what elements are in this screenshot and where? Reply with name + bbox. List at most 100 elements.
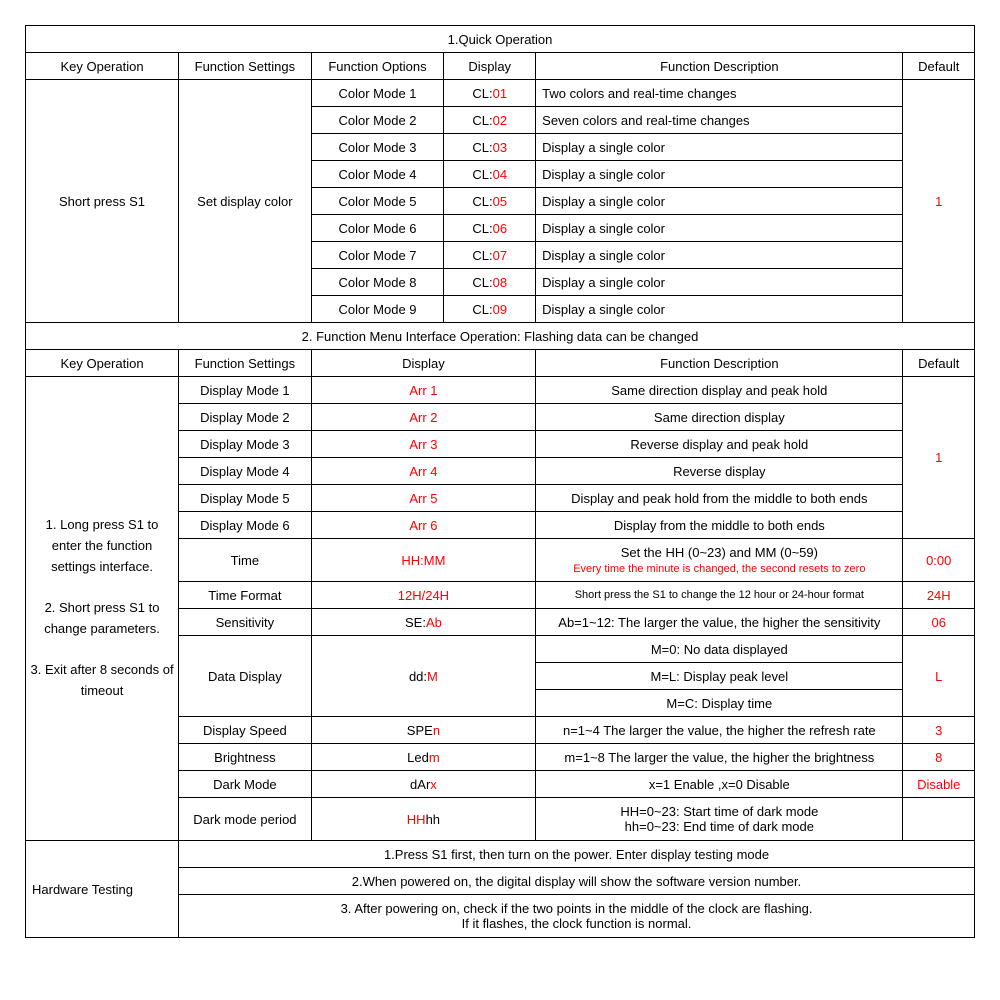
option-cell: Color Mode 8 [311, 269, 444, 296]
display-cell: CL:07 [444, 242, 536, 269]
desc-cell: Display a single color [536, 242, 903, 269]
key-op-cell: Short press S1 [26, 80, 179, 323]
table-row: Hardware Testing 1.Press S1 first, then … [26, 841, 975, 868]
default-cell: L [903, 636, 975, 717]
setting-cell: Display Mode 5 [179, 485, 312, 512]
header-function-settings: Function Settings [179, 53, 312, 80]
desc-cell: Same direction display and peak hold [536, 377, 903, 404]
header-display: Display [444, 53, 536, 80]
desc-cell: M=C: Display time [536, 690, 903, 717]
desc-cell: Display a single color [536, 134, 903, 161]
desc-cell: M=0: No data displayed [536, 636, 903, 663]
hw-line: 3. After powering on, check if the two p… [179, 895, 975, 938]
header-function-settings: Function Settings [179, 350, 312, 377]
header-function-options: Function Options [311, 53, 444, 80]
header-function-description: Function Description [536, 53, 903, 80]
default-cell: 06 [903, 609, 975, 636]
setting-cell: Sensitivity [179, 609, 312, 636]
option-cell: Color Mode 9 [311, 296, 444, 323]
section1-header-row: Key Operation Function Settings Function… [26, 53, 975, 80]
header-default: Default [903, 53, 975, 80]
display-cell: CL:03 [444, 134, 536, 161]
desc-cell: Display a single color [536, 188, 903, 215]
display-cell: SE:Ab [311, 609, 535, 636]
option-cell: Color Mode 3 [311, 134, 444, 161]
desc-cell: Reverse display and peak hold [536, 431, 903, 458]
display-cell: Arr 2 [311, 404, 535, 431]
header-function-description: Function Description [536, 350, 903, 377]
default-cell: Disable [903, 771, 975, 798]
desc-cell: Reverse display [536, 458, 903, 485]
header-key-operation: Key Operation [26, 350, 179, 377]
section2-title: 2. Function Menu Interface Operation: Fl… [26, 323, 975, 350]
display-cell: Arr 3 [311, 431, 535, 458]
display-cell: 12H/24H [311, 582, 535, 609]
desc-cell: M=L: Display peak level [536, 663, 903, 690]
desc-cell: Display a single color [536, 296, 903, 323]
desc-cell: Short press the S1 to change the 12 hour… [536, 582, 903, 609]
option-cell: Color Mode 7 [311, 242, 444, 269]
setting-cell: Display Mode 6 [179, 512, 312, 539]
desc-cell: Display and peak hold from the middle to… [536, 485, 903, 512]
setting-cell: Dark Mode [179, 771, 312, 798]
setting-cell: Time Format [179, 582, 312, 609]
hw-line: 2.When powered on, the digital display w… [179, 868, 975, 895]
display-cell: CL:04 [444, 161, 536, 188]
desc-cell: HH=0~23: Start time of dark mode hh=0~23… [536, 798, 903, 841]
display-cell: Arr 5 [311, 485, 535, 512]
setting-cell: Display Speed [179, 717, 312, 744]
display-cell: SPEn [311, 717, 535, 744]
section1-title: 1.Quick Operation [26, 26, 975, 53]
setting-cell: Display Mode 1 [179, 377, 312, 404]
desc-cell: Two colors and real-time changes [536, 80, 903, 107]
default-cell: 24H [903, 582, 975, 609]
display-cell: Ledm [311, 744, 535, 771]
option-cell: Color Mode 6 [311, 215, 444, 242]
desc-cell: Display a single color [536, 161, 903, 188]
setting-cell: Display Mode 2 [179, 404, 312, 431]
key-op-cell: 1. Long press S1 to enter the function s… [26, 377, 179, 841]
display-cell: CL:01 [444, 80, 536, 107]
display-cell: Arr 4 [311, 458, 535, 485]
default-cell: 0:00 [903, 539, 975, 582]
setting-cell: Display Mode 3 [179, 431, 312, 458]
desc-cell: Display a single color [536, 269, 903, 296]
option-cell: Color Mode 5 [311, 188, 444, 215]
desc-cell: Seven colors and real-time changes [536, 107, 903, 134]
operation-table: 1.Quick Operation Key Operation Function… [25, 25, 975, 938]
header-default: Default [903, 350, 975, 377]
table-row: 1. Long press S1 to enter the function s… [26, 377, 975, 404]
section2-header-row: Key Operation Function Settings Display … [26, 350, 975, 377]
display-cell: CL:06 [444, 215, 536, 242]
default-cell [903, 798, 975, 841]
desc-cell: x=1 Enable ,x=0 Disable [536, 771, 903, 798]
setting-cell: Dark mode period [179, 798, 312, 841]
setting-cell: Display Mode 4 [179, 458, 312, 485]
header-key-operation: Key Operation [26, 53, 179, 80]
hw-line: 1.Press S1 first, then turn on the power… [179, 841, 975, 868]
display-cell: CL:08 [444, 269, 536, 296]
display-cell: Arr 6 [311, 512, 535, 539]
display-cell: CL:09 [444, 296, 536, 323]
display-cell: HH:MM [311, 539, 535, 582]
hardware-testing-label: Hardware Testing [26, 841, 179, 938]
default-cell: 1 [903, 377, 975, 539]
default-cell: 1 [903, 80, 975, 323]
desc-cell: Same direction display [536, 404, 903, 431]
desc-cell: m=1~8 The larger the value, the higher t… [536, 744, 903, 771]
desc-cell: Ab=1~12: The larger the value, the highe… [536, 609, 903, 636]
display-cell: Arr 1 [311, 377, 535, 404]
option-cell: Color Mode 2 [311, 107, 444, 134]
default-cell: 8 [903, 744, 975, 771]
header-display: Display [311, 350, 535, 377]
desc-cell: Display from the middle to both ends [536, 512, 903, 539]
default-cell: 3 [903, 717, 975, 744]
option-cell: Color Mode 1 [311, 80, 444, 107]
display-cell: HHhh [311, 798, 535, 841]
table-row: Short press S1 Set display color Color M… [26, 80, 975, 107]
func-setting-cell: Set display color [179, 80, 312, 323]
setting-cell: Brightness [179, 744, 312, 771]
option-cell: Color Mode 4 [311, 161, 444, 188]
display-cell: dd:M [311, 636, 535, 717]
desc-cell: n=1~4 The larger the value, the higher t… [536, 717, 903, 744]
